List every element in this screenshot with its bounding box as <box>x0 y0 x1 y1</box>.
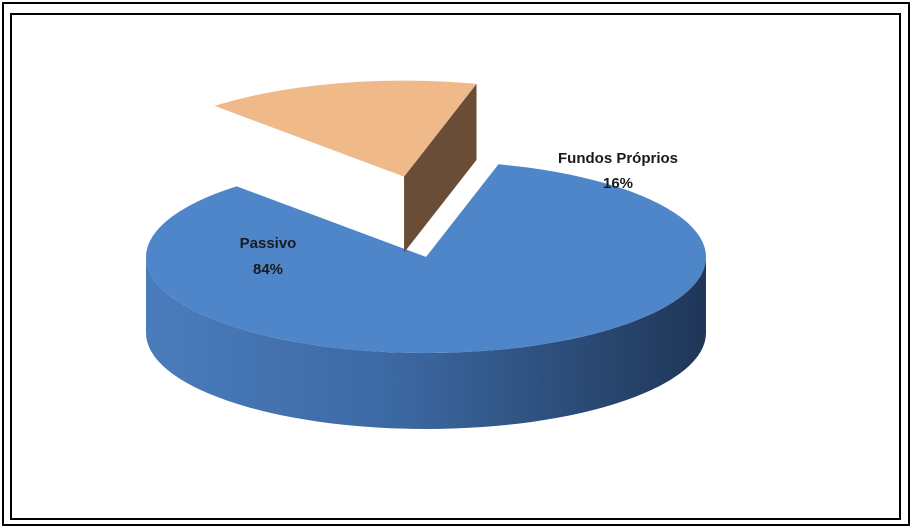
slice-cut-face-fundos-pr-prios <box>404 83 477 253</box>
slice-outer-wall-passivo <box>146 257 706 429</box>
slice-label-fundos-proprios: Fundos Próprios <box>558 150 678 167</box>
slice-label-passivo: Passivo <box>240 235 297 252</box>
outer-border <box>2 2 910 526</box>
slice-fundos-pr-prios <box>214 80 477 253</box>
slice-top-passivo <box>146 164 707 354</box>
slice-value-fundos-proprios: 16% <box>603 175 633 192</box>
slice-top-fundos-pr-prios <box>214 80 477 177</box>
slice-value-passivo: 84% <box>253 261 283 278</box>
slice-passivo <box>146 164 707 429</box>
chart-area-border <box>10 13 901 520</box>
